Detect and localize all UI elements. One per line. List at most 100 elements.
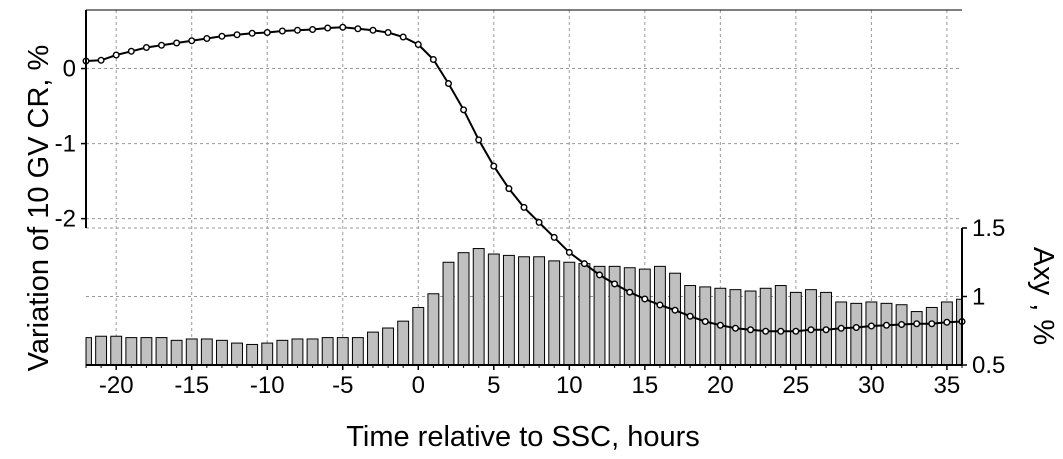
bar bbox=[291, 338, 304, 366]
bar bbox=[578, 263, 591, 366]
bar bbox=[231, 342, 243, 366]
line-point bbox=[565, 248, 573, 256]
line-point bbox=[188, 37, 196, 45]
line-point bbox=[898, 320, 906, 328]
tick-labels: -20 -15 -10 -5 0 5 10 15 20 25 30 35 0 -1 -2 0.5 1 1.5 bbox=[55, 56, 1006, 399]
bar bbox=[155, 337, 168, 366]
x-axis-title: Time relative to SSC, hours bbox=[346, 421, 700, 453]
line-point bbox=[867, 322, 875, 330]
line-point bbox=[339, 23, 347, 31]
line-point bbox=[475, 136, 483, 144]
line-point bbox=[384, 29, 392, 37]
x-tick-label: 30 bbox=[858, 372, 885, 399]
bar bbox=[653, 265, 666, 366]
line-point bbox=[173, 39, 181, 47]
line-point bbox=[686, 312, 694, 320]
line-point bbox=[520, 203, 528, 211]
line-point bbox=[882, 321, 890, 329]
bar bbox=[246, 343, 259, 366]
bar bbox=[548, 260, 561, 366]
line-point bbox=[731, 324, 739, 332]
x-tick-label: 5 bbox=[487, 372, 500, 399]
bar bbox=[865, 301, 878, 366]
line-point bbox=[611, 280, 619, 288]
line-point bbox=[127, 47, 135, 55]
bar bbox=[910, 311, 923, 366]
bar bbox=[774, 285, 787, 366]
line-point bbox=[928, 320, 936, 328]
right-y-axis-title: Axy , % bbox=[1027, 247, 1059, 345]
line-series bbox=[82, 23, 966, 335]
line-point bbox=[233, 31, 241, 39]
x-tick-label: 0 bbox=[412, 372, 425, 399]
line-point bbox=[580, 260, 588, 268]
bar bbox=[442, 261, 455, 366]
line-point bbox=[822, 326, 830, 334]
bar bbox=[412, 306, 425, 366]
line-point bbox=[837, 324, 845, 332]
bar bbox=[623, 267, 636, 366]
line-point bbox=[943, 318, 951, 326]
bar bbox=[170, 339, 183, 366]
bar bbox=[367, 331, 379, 366]
bar bbox=[502, 254, 515, 366]
line-point bbox=[550, 233, 558, 241]
line-point bbox=[354, 25, 362, 33]
x-tick-label: 25 bbox=[783, 372, 810, 399]
bar bbox=[351, 337, 364, 366]
bar bbox=[593, 265, 606, 366]
line-point bbox=[218, 32, 226, 40]
line-point bbox=[762, 327, 770, 335]
right-y-tick-label: 1 bbox=[972, 284, 985, 311]
line-point bbox=[505, 185, 513, 193]
line-point bbox=[913, 320, 921, 328]
bar bbox=[125, 337, 138, 366]
line-point bbox=[656, 301, 664, 309]
left-y-tick-label: -2 bbox=[55, 206, 76, 233]
line-point bbox=[747, 326, 755, 334]
bar bbox=[306, 338, 319, 366]
line-point bbox=[248, 29, 256, 37]
bar bbox=[895, 304, 908, 366]
right-y-tick-label: 1.5 bbox=[972, 215, 1005, 242]
line-point bbox=[792, 327, 800, 335]
bar bbox=[684, 285, 697, 366]
bar bbox=[472, 248, 485, 366]
bar bbox=[563, 261, 576, 366]
line-point bbox=[852, 323, 860, 331]
left-y-axis-title: Variation of 10 GV CR, % bbox=[23, 45, 55, 372]
line-point bbox=[596, 271, 604, 279]
bar bbox=[321, 337, 334, 366]
line-point bbox=[278, 27, 286, 35]
line-point bbox=[535, 218, 543, 226]
bar bbox=[85, 337, 92, 366]
bar bbox=[382, 327, 395, 366]
bar bbox=[397, 320, 410, 366]
line-point bbox=[807, 326, 815, 334]
bar bbox=[276, 339, 289, 366]
line-point bbox=[309, 26, 317, 34]
line-point bbox=[641, 295, 649, 303]
line-point bbox=[399, 33, 407, 41]
x-tick-label: -5 bbox=[332, 372, 353, 399]
x-tick-label: 20 bbox=[707, 372, 734, 399]
x-tick-label: -15 bbox=[174, 372, 209, 399]
bar bbox=[518, 256, 530, 366]
bar bbox=[95, 335, 108, 366]
line-point bbox=[158, 41, 166, 49]
bar bbox=[427, 293, 440, 366]
bar bbox=[110, 335, 123, 366]
left-y-tick-label: 0 bbox=[63, 56, 76, 83]
bar bbox=[880, 302, 893, 366]
line-point bbox=[293, 26, 301, 34]
line-point bbox=[97, 56, 105, 64]
line-point bbox=[490, 162, 498, 170]
line-point bbox=[460, 106, 468, 114]
bar bbox=[759, 287, 772, 366]
bar bbox=[835, 301, 848, 366]
bar bbox=[699, 286, 712, 366]
bar bbox=[336, 337, 349, 366]
line-point bbox=[777, 327, 785, 335]
line-point bbox=[716, 321, 724, 329]
